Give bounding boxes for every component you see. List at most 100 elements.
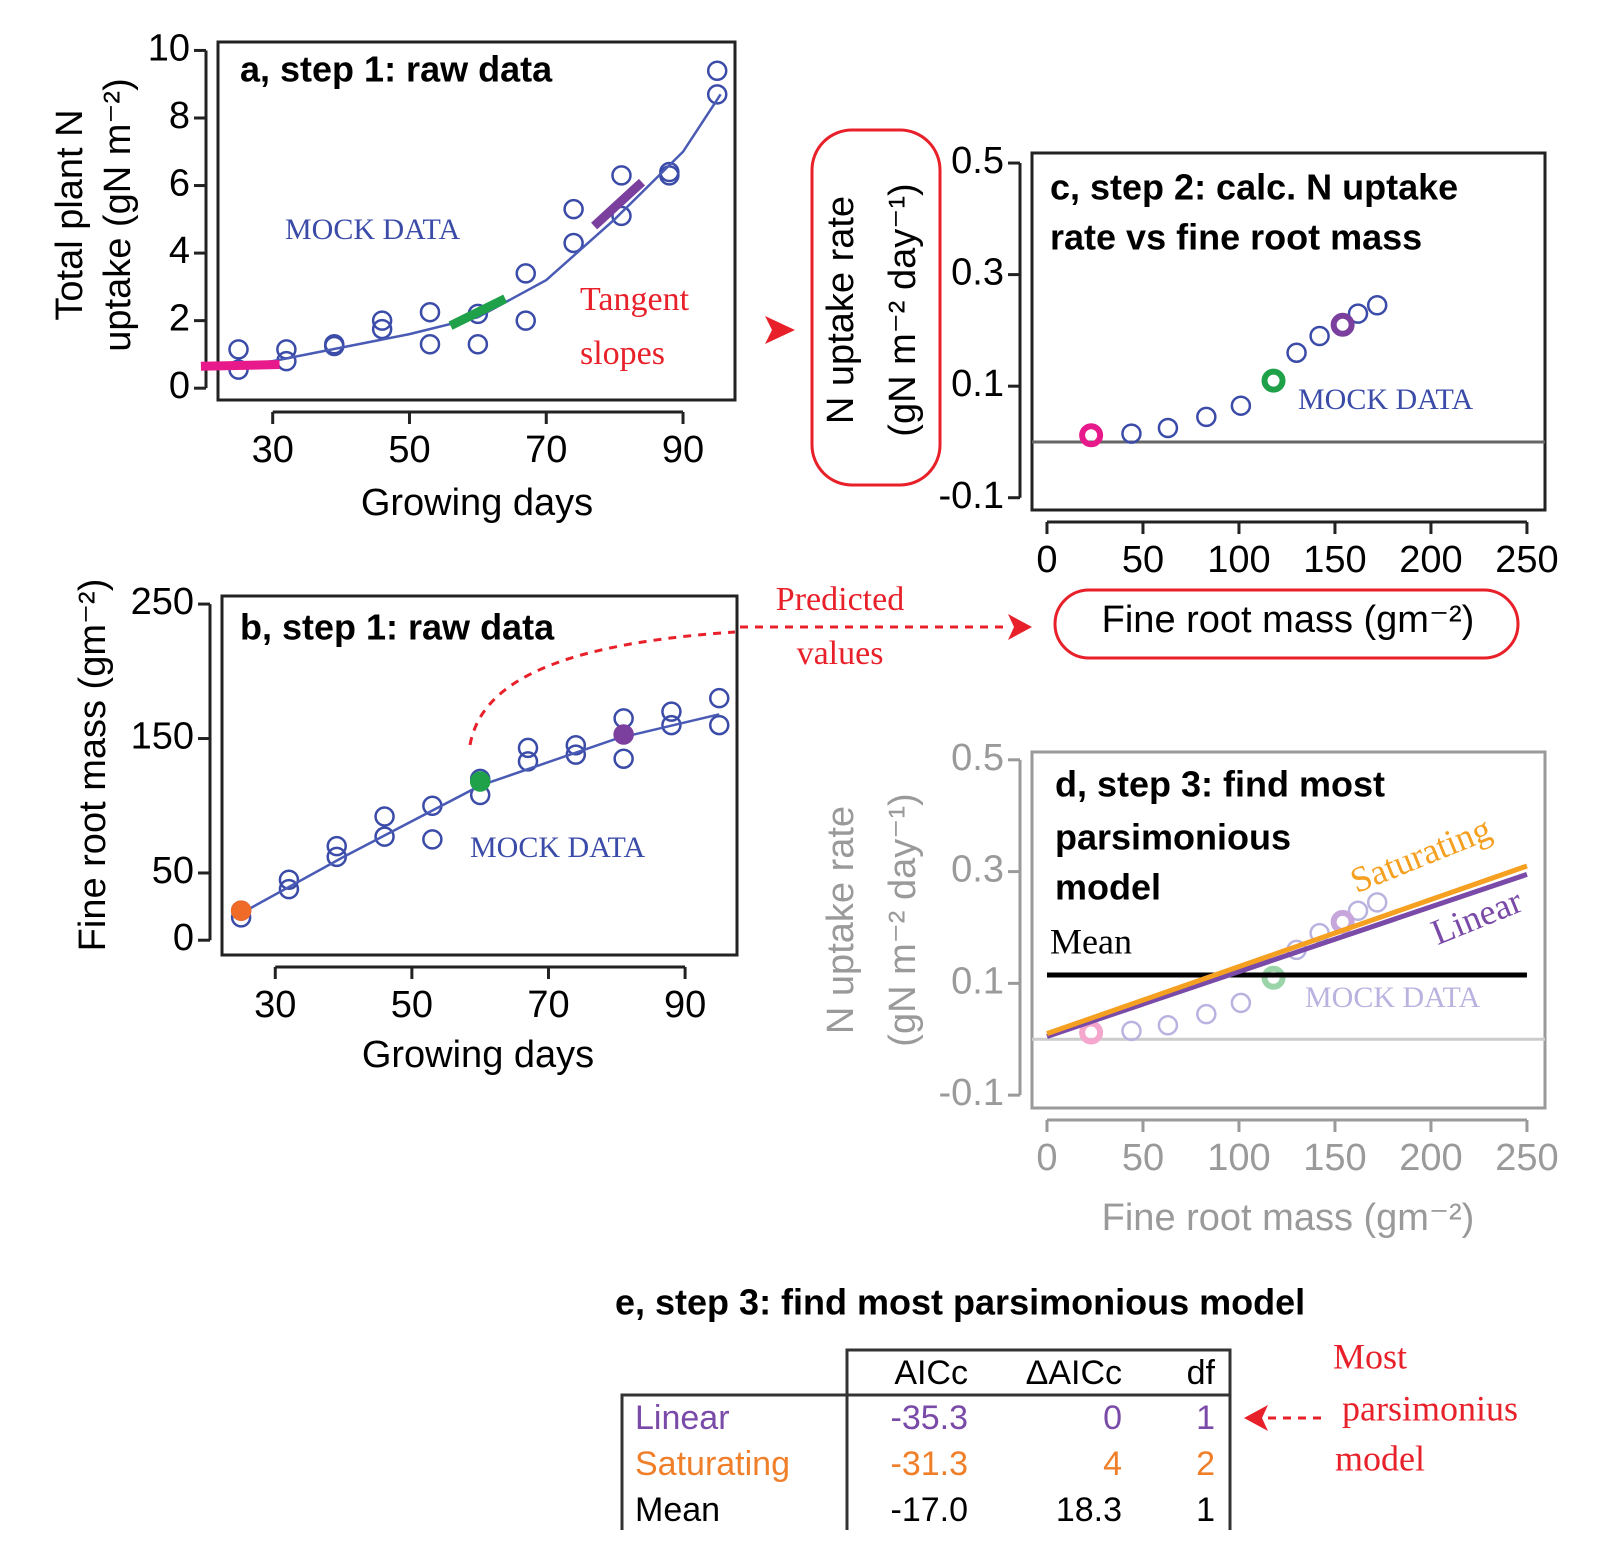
table-cell: 0 [1103,1399,1122,1437]
x-tick-label: 50 [388,429,430,471]
panel-title: a, step 1: raw data [240,49,553,90]
y-tick-label: 2 [169,298,190,340]
data-point [1347,303,1369,324]
data-point [563,198,584,220]
table-cell: -17.0 [891,1491,969,1529]
data-point [1261,965,1286,990]
x-tick-label: 150 [1303,539,1366,581]
x-axis-label: Fine root mass (gm⁻²) [1102,599,1475,641]
data-point [419,301,441,323]
data-point [563,232,584,254]
plot-frame [216,40,737,402]
y-tick-label: 10 [148,27,190,69]
data-point [1196,406,1217,428]
arrowhead [1008,614,1032,640]
x-tick-label: 90 [662,429,704,471]
data-point [1261,368,1286,393]
row-label: Linear [635,1399,730,1437]
y-tick-label: -0.1 [939,475,1004,517]
arrowhead [1244,1405,1268,1431]
data-point [230,900,252,921]
data-point [1157,417,1179,439]
watermark: MOCK DATA [1305,981,1480,1014]
data-point [708,687,730,709]
data-point [515,310,536,331]
data-point [613,748,634,769]
data-point [278,869,300,890]
x-tick-label: 200 [1399,1137,1462,1179]
row-label: Mean [635,1491,720,1529]
data-point [276,350,297,372]
x-axis-label: Growing days [361,482,593,524]
x-tick-label: 250 [1495,539,1558,581]
data-point [517,737,539,759]
plot-frame [220,594,739,957]
panel-title: parsimonious [1055,817,1291,858]
x-tick-label: 0 [1036,1137,1057,1179]
table-title: e, step 3: find most parsimonious model [615,1282,1305,1323]
y-axis-label: (gN m⁻² day⁻¹) [882,793,924,1046]
predicted-curve-arrow [468,630,736,746]
data-point [1309,325,1330,347]
data-point [467,334,489,355]
y-axis-label: Total plant N [49,109,91,320]
table-cell: 2 [1196,1445,1215,1483]
arrowhead [765,316,795,344]
data-point [371,318,393,340]
data-point [1157,1015,1179,1036]
y-tick-label: 6 [169,163,190,205]
watermark: MOCK DATA [1298,383,1473,416]
data-point [565,734,587,756]
data-point [708,714,730,736]
y-axis-label: uptake (gN m⁻²) [97,78,139,351]
curve-line [240,713,720,915]
data-point [1121,1020,1142,1042]
table-cell: 4 [1103,1445,1122,1483]
column-header: AICc [894,1354,968,1392]
x-tick-label: 50 [391,984,433,1026]
y-tick-label: 0.1 [951,960,1004,1002]
data-point [419,334,441,355]
table-frame [620,1348,1232,1530]
x-tick-label: 50 [1122,539,1164,581]
y-tick-label: -0.1 [939,1072,1004,1114]
x-axis-label: Fine root mass (gm⁻²) [1102,1197,1475,1239]
y-axis-label: Fine root mass (gm⁻²) [72,579,114,952]
panel-title: b, step 1: raw data [240,607,555,648]
data-point [422,829,443,850]
annotation: Tangent [580,281,690,318]
panel-title: rate vs fine root mass [1050,217,1422,258]
table-cell: -35.3 [891,1399,969,1437]
x-tick-label: 0 [1036,539,1057,581]
data-point [1366,892,1388,913]
x-tick-label: 250 [1495,1137,1558,1179]
x-tick-label: 30 [254,984,296,1026]
tangent-line [591,178,646,230]
y-tick-label: 0.5 [951,140,1004,182]
x-tick-label: 50 [1122,1137,1164,1179]
annotation: Predicted [776,581,904,618]
annotation: Most [1333,1336,1407,1376]
data-point [374,806,395,827]
data-point [706,60,728,81]
y-tick-label: 250 [131,581,194,623]
y-tick-label: 0 [173,917,194,959]
y-axis-label: (gN m⁻² day⁻¹) [882,183,924,436]
y-tick-label: 0.1 [951,363,1004,405]
data-point [515,263,536,284]
line-label: Mean [1050,921,1132,961]
annotation: values [797,635,884,672]
plot-frame [1030,151,1547,512]
data-point [1230,395,1252,416]
x-tick-label: 100 [1207,539,1270,581]
y-tick-label: 150 [131,716,194,758]
table-cell: 1 [1196,1491,1215,1529]
data-point [278,878,300,900]
y-tick-label: 0.3 [951,849,1004,891]
data-point [661,714,682,736]
y-axis-label: N uptake rate [820,806,862,1034]
column-header: df [1187,1354,1216,1392]
table-cell: -31.3 [891,1445,969,1483]
data-point [611,165,632,186]
